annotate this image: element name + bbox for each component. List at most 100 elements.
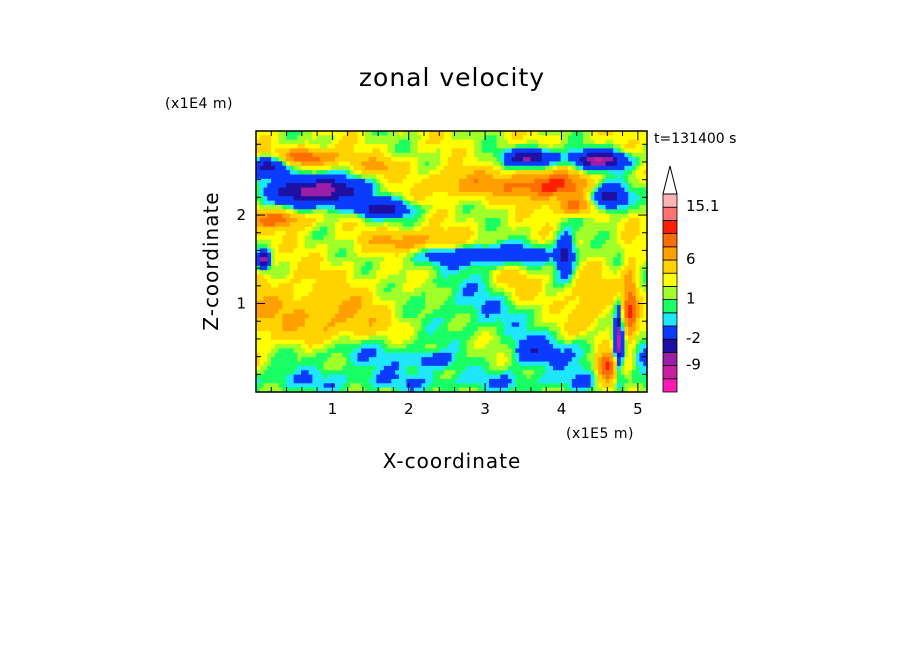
field-cell: [537, 157, 543, 163]
field-cell: [263, 157, 268, 163]
field-cell: [455, 174, 460, 180]
field-cell: [421, 152, 426, 158]
field-cell: [413, 291, 419, 297]
field-cell: [522, 174, 528, 180]
field-cell: [481, 222, 486, 228]
field-cell: [282, 331, 287, 337]
field-cell: [398, 248, 404, 254]
field-cell: [462, 265, 468, 271]
y-axis-label: Z-coordinate: [199, 191, 223, 330]
field-cell: [466, 165, 471, 171]
field-cell: [613, 309, 618, 315]
field-cell: [511, 235, 517, 241]
field-cell: [481, 135, 486, 141]
field-cell: [571, 187, 577, 193]
field-cell: [425, 209, 430, 215]
field-cell: [402, 161, 407, 167]
field-cell: [301, 283, 306, 289]
field-cell: [334, 187, 340, 193]
field-cell: [470, 287, 475, 293]
field-cell: [545, 326, 550, 332]
field-cell: [519, 178, 524, 184]
field-cell: [474, 313, 479, 319]
field-cell: [301, 318, 306, 323]
field-cell: [398, 326, 404, 332]
field-cell: [504, 318, 509, 323]
field-cell: [274, 200, 280, 206]
field-cell: [500, 131, 505, 136]
field-cell: [477, 291, 483, 297]
field-cell: [425, 300, 430, 306]
field-cell: [541, 218, 547, 223]
field-cell: [628, 235, 633, 241]
field-cell: [639, 318, 644, 323]
field-cell: [357, 265, 362, 271]
field-cell: [594, 278, 599, 284]
field-cell: [380, 252, 385, 258]
field-cell: [470, 174, 475, 180]
field-cell: [560, 161, 565, 167]
field-cell: [304, 183, 310, 189]
field-cell: [417, 170, 423, 176]
field-cell: [398, 265, 404, 271]
field-cell: [500, 235, 505, 241]
field-cell: [425, 231, 430, 236]
field-cell: [500, 152, 505, 158]
field-cell: [545, 144, 550, 149]
field-cell: [383, 300, 389, 306]
field-cell: [376, 209, 381, 215]
field-cell: [537, 213, 543, 219]
field-cell: [609, 222, 614, 228]
field-cell: [338, 196, 344, 202]
field-cell: [383, 239, 389, 245]
field-cell: [316, 174, 321, 180]
field-cell: [436, 209, 441, 215]
field-cell: [440, 244, 445, 250]
field-cell: [470, 191, 475, 197]
field-cell: [391, 152, 396, 158]
field-cell: [308, 218, 313, 223]
field-cell: [631, 131, 637, 136]
field-cell: [579, 226, 584, 232]
field-cell: [256, 257, 261, 263]
field-cell: [297, 174, 302, 180]
field-cell: [594, 196, 599, 202]
field-cell: [417, 313, 423, 319]
field-cell: [564, 226, 569, 232]
field-cell: [470, 218, 475, 223]
field-cell: [417, 239, 423, 245]
field-cell: [519, 218, 524, 223]
field-cell: [609, 231, 614, 236]
field-cell: [316, 248, 321, 254]
field-cell: [410, 291, 415, 297]
field-cell: [500, 191, 505, 197]
field-cell: [274, 139, 280, 145]
field-cell: [361, 231, 366, 236]
field-cell: [519, 148, 524, 154]
field-cell: [406, 187, 411, 193]
field-cell: [489, 152, 494, 158]
field-cell: [455, 218, 460, 223]
field-cell: [624, 165, 629, 171]
field-cell: [639, 144, 644, 149]
field-cell: [263, 283, 268, 289]
field-cell: [297, 161, 302, 167]
field-cell: [504, 235, 509, 241]
field-cell: [515, 183, 520, 189]
field-cell: [413, 244, 419, 250]
field-cell: [511, 252, 517, 258]
field-cell: [466, 239, 471, 245]
field-cell: [316, 170, 321, 176]
field-cell: [628, 139, 633, 145]
field-cell: [459, 170, 464, 176]
field-cell: [267, 139, 272, 145]
field-cell: [410, 287, 415, 293]
field-cell: [323, 196, 329, 202]
field-cell: [357, 204, 362, 210]
field-cell: [380, 191, 385, 197]
field-cell: [282, 152, 287, 158]
field-cell: [301, 170, 306, 176]
field-cell: [560, 165, 565, 171]
field-cell: [417, 157, 423, 163]
field-cell: [583, 326, 588, 332]
